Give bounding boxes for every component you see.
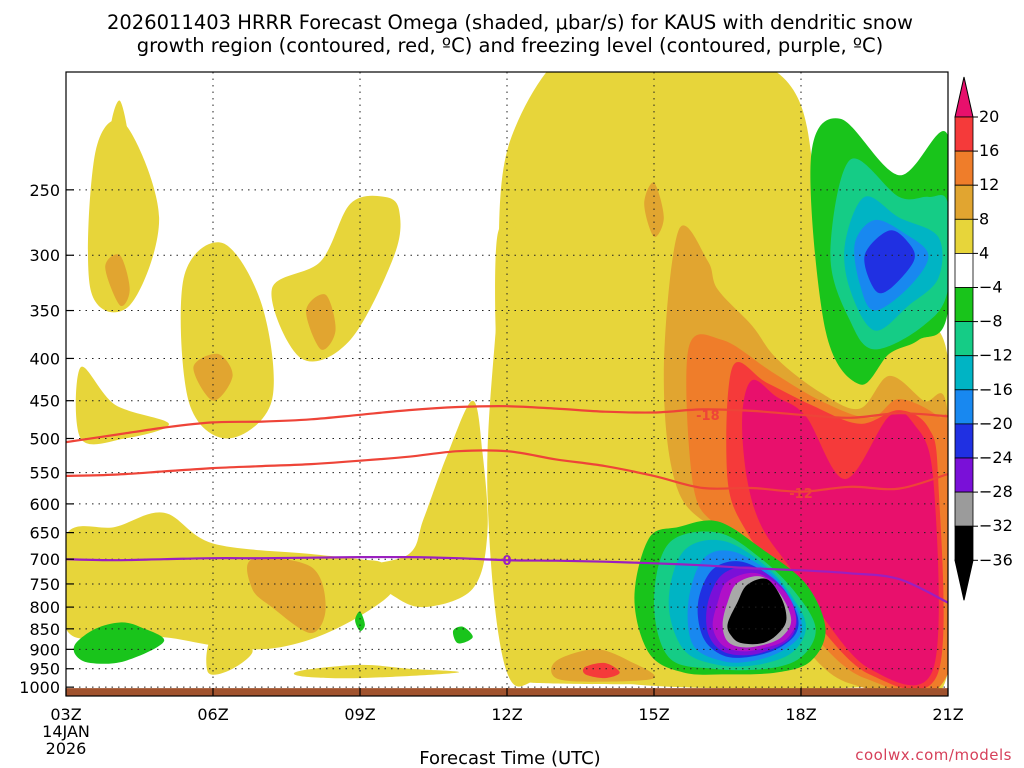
omega-region-n20-28: [864, 230, 915, 294]
y-tick-label: 1000: [19, 678, 60, 697]
colorbar-label: −20: [979, 414, 1013, 433]
colorbar-label: −24: [979, 448, 1013, 467]
omega-region-w4-8: [180, 242, 274, 439]
colorbar-label: −32: [979, 516, 1013, 535]
colorbar-swatch: [954, 150, 974, 186]
y-tick-label: 250: [29, 181, 60, 200]
gridlines: [66, 72, 948, 696]
y-tick-label: 850: [29, 620, 60, 639]
colorbar-swatch: [954, 218, 974, 254]
omega-region-w4-10: [495, 220, 542, 402]
colorbar-swatch: [954, 116, 974, 152]
x-tick-label: 06Z: [197, 705, 228, 724]
y-tick-label: 350: [29, 302, 60, 321]
colorbar-swatch: [954, 389, 974, 425]
omega-region-w8-21: [247, 557, 326, 633]
omega-region-w4-16: [584, 591, 630, 650]
chart-title-line-1: 2026011403 HRRR Forecast Omega (shaded, …: [107, 11, 913, 34]
colorbar-swatch: [954, 252, 974, 288]
contour-freezing: [66, 555, 948, 604]
colorbar-label: −28: [979, 482, 1013, 501]
colorbar-label: −36: [979, 550, 1013, 569]
x-axis-label: Forecast Time (UTC): [419, 748, 600, 768]
contour-minus12: [66, 449, 948, 493]
y-tick-label: 500: [29, 429, 60, 448]
y-tick-label: 750: [29, 575, 60, 594]
colorbar-label: −4: [979, 278, 1003, 297]
omega-region-w8-17: [105, 254, 130, 307]
colorbar-swatch: [954, 525, 974, 561]
y-tick-label: 550: [29, 464, 60, 483]
x-tick-label: 03Z: [50, 705, 81, 724]
colorbar-swatch: [954, 423, 974, 459]
contour-label-freezing: 0: [502, 554, 511, 569]
y-tick-label: 450: [29, 392, 60, 411]
y-tick-label: 650: [29, 524, 60, 543]
y-tick-label: 400: [29, 349, 60, 368]
omega-region-w8-18: [193, 353, 233, 401]
contour-label-minus18: -18: [696, 409, 720, 424]
y-tick-label: 900: [29, 640, 60, 659]
colorbar-swatch: [954, 287, 974, 322]
colorbar-label: −12: [979, 346, 1013, 365]
colorbar-label: 4: [979, 243, 989, 262]
omega-region-n4-38: [73, 622, 165, 664]
contour-label-minus12: -12: [789, 487, 813, 502]
omega-region-w8-19: [306, 294, 336, 350]
contour-minus18: [66, 405, 948, 444]
date-label-year: 2026: [46, 739, 87, 758]
x-tick-label: 09Z: [344, 705, 375, 724]
omega-region-w4-9: [271, 195, 401, 362]
omega-region-n36-37: [727, 578, 787, 645]
x-tick-label: 21Z: [932, 705, 963, 724]
omega-region-n4-40: [452, 626, 473, 644]
omega-region-w4-14: [293, 664, 460, 679]
x-tick-label: 15Z: [638, 705, 669, 724]
y-tick-label: 700: [29, 550, 60, 569]
x-tick-label: 12Z: [491, 705, 522, 724]
x-tick-label: 18Z: [785, 705, 816, 724]
y-tick-label: 600: [29, 495, 60, 514]
omega-region-n4-39: [355, 611, 365, 632]
colorbar: 20 16 12 8 4 −4 −8 −12 −16 −20 −24 −28 −32 −36: [954, 76, 1013, 601]
colorbar-swatch: [954, 457, 974, 493]
x-axis: 03Z 06Z 09Z 12Z 15Z 18Z 21Z: [50, 688, 964, 724]
colorbar-label: 8: [979, 209, 989, 228]
date-label-day: 14JAN: [42, 722, 90, 741]
credit-text: coolwx.com/models: [855, 746, 1012, 764]
omega-region-w4-5: [75, 366, 169, 445]
y-tick-label: 300: [29, 246, 60, 265]
colorbar-swatch: [954, 184, 974, 220]
colorbar-bottom-arrow: [954, 559, 974, 601]
y-axis: 2503003504004505005506006507007508008509…: [19, 181, 74, 697]
omega-region-w4-7: [110, 100, 130, 191]
contour-lines: -18 -12 0: [66, 405, 948, 604]
colorbar-top-arrow: [954, 76, 974, 118]
chart-title-line-2: growth region (contoured, red, ºC) and f…: [137, 34, 884, 57]
colorbar-swatch: [954, 491, 974, 527]
colorbar-label: 16: [979, 141, 999, 160]
colorbar-label: −8: [979, 312, 1003, 331]
colorbar-label: 12: [979, 175, 999, 194]
y-tick-label: 950: [29, 660, 60, 679]
colorbar-swatch: [954, 355, 974, 391]
omega-region-w4-13: [206, 636, 253, 675]
omega-shading: [66, 72, 948, 696]
omega-region-w16-23: [582, 662, 620, 679]
colorbar-swatch: [954, 321, 974, 357]
colorbar-label: 20: [979, 107, 999, 126]
colorbar-label: −16: [979, 380, 1013, 399]
y-tick-label: 800: [29, 598, 60, 617]
